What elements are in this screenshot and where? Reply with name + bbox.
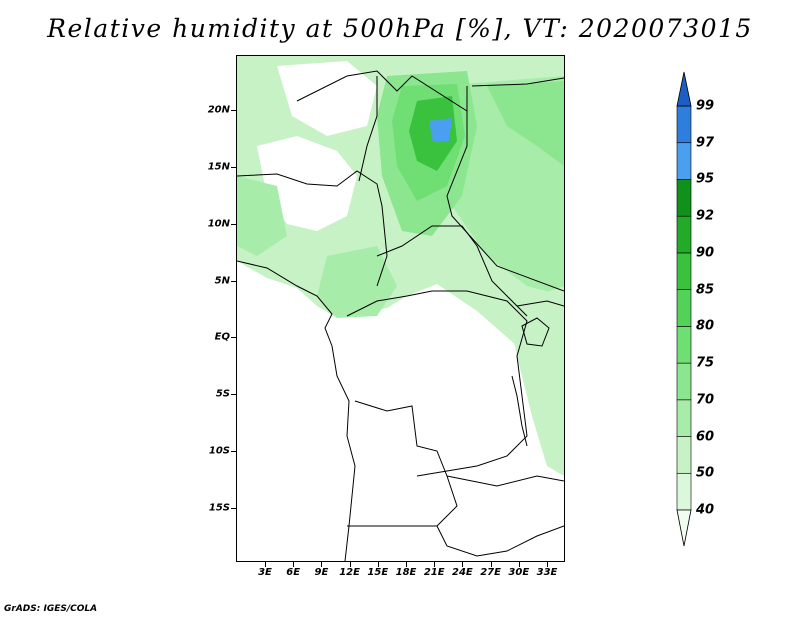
border-south	[436, 525, 564, 557]
lat-tick	[231, 394, 236, 395]
colorbar-segment	[676, 105, 692, 144]
lon-label: 15E	[367, 567, 389, 578]
lake-victoria	[521, 317, 550, 347]
lon-label: 27E	[480, 567, 501, 578]
colorbar-level-label: 92	[696, 208, 715, 224]
border-east	[446, 86, 564, 292]
lat-label: 20N	[207, 104, 230, 116]
colorbar-level-label: 40	[696, 502, 715, 518]
colorbar-level-label: 60	[696, 429, 715, 445]
lon-label: 9E	[314, 567, 329, 578]
lat-label: 15N	[207, 161, 230, 173]
lon-tick	[547, 562, 548, 567]
colorbar-level-label: 75	[696, 355, 715, 371]
lon-label: 18E	[395, 567, 417, 578]
lat-label: 15S	[208, 502, 230, 514]
lat-label: 10S	[208, 445, 230, 457]
country-borders	[237, 70, 564, 561]
colorbar-segment	[676, 142, 692, 180]
lat-tick	[231, 508, 236, 509]
colorbar-max-arrow	[676, 71, 692, 107]
lon-label: 6E	[286, 567, 301, 578]
border-congo	[346, 290, 528, 477]
lon-label: 21E	[423, 567, 445, 578]
lat-tick	[231, 110, 236, 111]
colorbar-segment	[676, 362, 692, 401]
credit-label: GrADS: IGES/COLA	[4, 604, 98, 614]
colorbar-segment	[676, 215, 692, 254]
humidity-fields	[237, 56, 564, 476]
lon-label: 30E	[508, 567, 530, 578]
colorbar-level-label: 70	[696, 392, 715, 408]
colorbar-level-label: 90	[696, 245, 715, 261]
lon-tick	[518, 562, 520, 567]
lat-tick	[231, 224, 236, 225]
lon-tick	[321, 562, 323, 567]
border-north-b	[358, 76, 378, 182]
map-plot	[237, 56, 564, 561]
lon-tick	[490, 562, 492, 567]
colorbar	[676, 71, 692, 547]
border-car	[376, 225, 528, 317]
colorbar-segment	[676, 326, 692, 364]
lat-tick	[231, 337, 236, 338]
colorbar-level-label: 97	[696, 135, 715, 151]
colorbar-segment	[676, 179, 692, 217]
lat-tick	[231, 281, 236, 282]
map-title: Relative humidity at 500hPa [%], VT: 202…	[47, 14, 753, 43]
colorbar-min-arrow	[676, 509, 692, 547]
colorbar-segment	[676, 252, 692, 290]
humidity-field-west-coast	[237, 176, 287, 256]
border-sahel	[237, 170, 388, 287]
colorbar-segment	[676, 399, 692, 437]
lat-tick	[231, 451, 236, 452]
colorbar-segment	[676, 436, 692, 474]
humidity-field-ne-band	[487, 81, 564, 166]
colorbar-level-label: 50	[696, 465, 715, 481]
humidity-field-max	[429, 118, 452, 142]
colorbar-level-label: 85	[696, 282, 715, 298]
colorbar-level-label: 99	[696, 98, 715, 114]
lon-tick	[377, 562, 379, 567]
humidity-field-south	[317, 246, 397, 318]
border-zambia	[446, 475, 564, 487]
lat-label: EQ	[214, 331, 230, 343]
lat-label: 5S	[215, 388, 230, 400]
humidity-field-nw-white	[277, 61, 377, 136]
lon-tick	[293, 562, 295, 567]
border-drc-east	[516, 300, 564, 307]
lon-tick	[434, 562, 436, 567]
border-angola	[347, 400, 458, 527]
colorbar-segment	[676, 289, 692, 327]
lon-tick	[349, 562, 351, 567]
coastline-west	[237, 260, 356, 561]
lon-tick	[265, 562, 266, 567]
lake-tanganyika	[511, 375, 528, 447]
lat-label: 5N	[214, 275, 230, 287]
lon-label: 24E	[452, 567, 473, 578]
map-panel	[236, 55, 565, 562]
lat-label: 10N	[207, 218, 230, 230]
lon-tick	[406, 562, 407, 567]
lon-label: 3E	[258, 567, 272, 578]
border-ne	[471, 77, 564, 87]
colorbar-segment	[676, 472, 692, 511]
humidity-field-se	[507, 286, 564, 476]
lat-tick	[231, 167, 236, 168]
lon-label: 33E	[536, 567, 558, 578]
lon-tick	[462, 562, 464, 567]
colorbar-level-label: 95	[696, 171, 715, 187]
lon-label: 12E	[339, 567, 360, 578]
colorbar-level-label: 80	[696, 318, 715, 334]
